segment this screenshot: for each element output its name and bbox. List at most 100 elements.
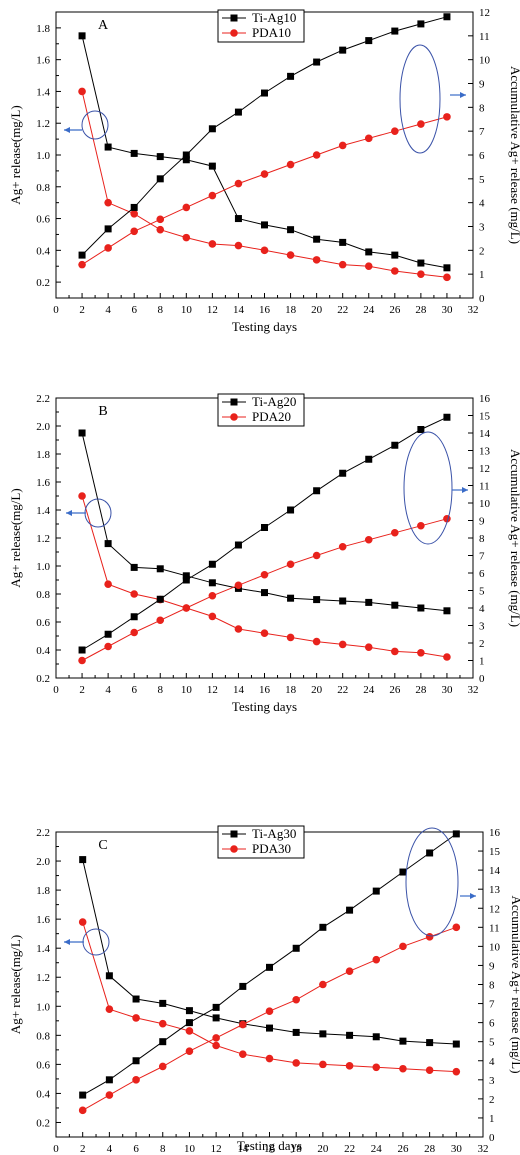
data-point [313, 596, 321, 604]
data-point [312, 551, 321, 560]
annotation-arrow-head [64, 939, 70, 945]
data-point [234, 541, 242, 549]
data-point [130, 613, 138, 621]
data-point [156, 225, 165, 234]
y-left-tick-label: 0.8 [36, 589, 50, 601]
y-right-tick-label: 2 [479, 638, 485, 650]
x-tick-label: 6 [131, 304, 137, 316]
annotation-arrow-head [64, 127, 70, 133]
data-point [417, 259, 425, 267]
data-point [417, 20, 425, 28]
data-point [372, 887, 380, 895]
data-point [130, 590, 138, 598]
data-point [365, 598, 373, 606]
data-point [339, 46, 347, 54]
data-point [78, 656, 86, 665]
legend-entry: PDA30 [252, 841, 291, 856]
y-right-tick-label: 7 [479, 126, 485, 138]
data-point [239, 1020, 247, 1029]
x-tick-label: 16 [259, 304, 271, 316]
y-right-tick-label: 2 [479, 245, 485, 257]
y-right-tick-label: 3 [489, 1075, 495, 1087]
data-point [132, 1057, 140, 1065]
x-tick-label: 0 [53, 1143, 59, 1155]
y-left-tick-label: 0.8 [36, 1030, 50, 1042]
data-point [312, 256, 321, 264]
y-left-tick-label: 1.6 [36, 55, 50, 67]
series-line [81, 16, 448, 256]
x-tick-label: 26 [389, 304, 401, 316]
plot-frame [55, 11, 474, 299]
y-left-tick-label: 0.2 [36, 277, 50, 289]
x-tick-label: 30 [441, 304, 453, 316]
x-tick-label: 10 [181, 684, 193, 696]
data-point [239, 1050, 247, 1059]
data-point [417, 270, 425, 278]
x-tick-label: 20 [317, 1143, 329, 1155]
data-point [78, 429, 86, 437]
x-tick-label: 32 [468, 304, 479, 316]
data-point [364, 262, 373, 271]
data-point [286, 160, 295, 169]
x-tick-label: 16 [259, 684, 271, 696]
data-point [212, 1003, 220, 1011]
x-tick-label: 2 [79, 684, 85, 696]
y-left-tick-label: 1.6 [36, 914, 50, 926]
data-point [104, 143, 112, 151]
data-point [372, 1033, 380, 1041]
series-0 [78, 429, 451, 615]
data-point [319, 1060, 327, 1069]
y-left-tick-label: 0.4 [36, 645, 50, 657]
x-tick-label: 0 [53, 304, 59, 316]
data-point [399, 868, 407, 876]
x-tick-label: 6 [131, 684, 137, 696]
data-point [182, 572, 190, 580]
data-point [78, 1106, 87, 1115]
data-point [399, 1037, 407, 1045]
y-left-tick-label: 1.4 [36, 943, 50, 955]
data-point [156, 565, 164, 573]
y-right-tick-label: 12 [489, 903, 500, 915]
y-left-tick-label: 0.4 [36, 1088, 50, 1100]
data-point [287, 594, 295, 602]
x-tick-label: 14 [233, 684, 245, 696]
annotation-arrow-head [460, 92, 466, 98]
y-right-tick-label: 16 [479, 393, 491, 405]
data-point [260, 246, 269, 255]
data-point [104, 540, 112, 548]
data-point [78, 492, 86, 500]
annotation-ellipse [403, 431, 453, 545]
x-tick-label: 30 [451, 1143, 463, 1155]
data-point [208, 612, 217, 621]
data-point [391, 601, 399, 609]
data-point [212, 1014, 220, 1022]
x-tick-label: 8 [158, 304, 164, 316]
data-point [105, 1091, 114, 1099]
y-left-tick-label: 1.8 [36, 23, 50, 35]
y-left-axis-title: Ag+ release(mg/L) [8, 488, 23, 587]
series-0 [78, 32, 451, 272]
data-point [261, 89, 268, 97]
y-left-tick-label: 1.4 [36, 86, 50, 98]
data-point [130, 203, 138, 211]
data-point [417, 521, 425, 530]
series-1 [78, 918, 461, 1076]
data-point [417, 426, 425, 433]
data-point [212, 1034, 220, 1042]
data-point [182, 604, 191, 612]
data-point [78, 32, 86, 40]
data-point [292, 995, 300, 1004]
x-tick-label: 12 [207, 304, 218, 316]
data-point [156, 616, 165, 625]
legend-entry: PDA10 [252, 25, 291, 40]
y-left-tick-label: 2.0 [36, 421, 50, 433]
x-tick-label: 26 [389, 684, 401, 696]
data-point [443, 653, 451, 661]
data-point [130, 227, 138, 236]
data-point [105, 1076, 113, 1084]
chart-panel-b: 0 2 4 6 8 10 12 14 16 18 20 22 24 26 28 30 320.20.40.60.… [8, 393, 520, 714]
data-point [286, 633, 295, 642]
y-right-tick-label: 9 [479, 79, 485, 91]
legend-entry: PDA20 [252, 409, 291, 424]
